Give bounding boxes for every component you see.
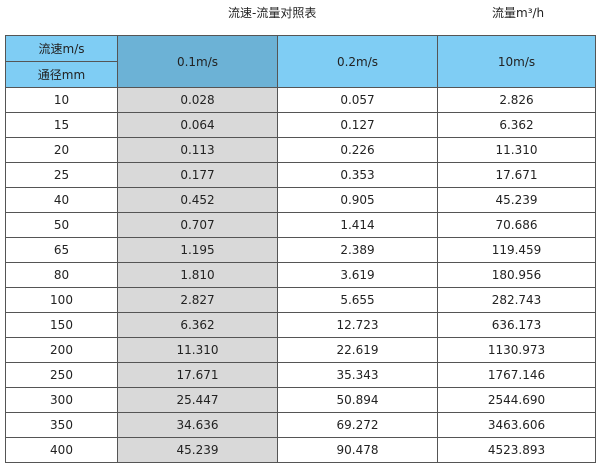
- column-header: 0.1m/s: [117, 35, 278, 88]
- diameter-cell: 200: [5, 337, 118, 363]
- flow-cell: 180.956: [437, 262, 596, 288]
- table-row: 15 0.064 0.127 6.362: [5, 112, 596, 138]
- table-title: 流速-流量对照表: [228, 6, 317, 20]
- flow-cell: 25.447: [117, 387, 278, 413]
- table-row: 40 0.452 0.905 45.239: [5, 187, 596, 213]
- flow-cell: 11.310: [117, 337, 278, 363]
- flow-cell: 0.113: [117, 137, 278, 163]
- flow-cell: 6.362: [117, 312, 278, 338]
- flow-cell: 4523.893: [437, 437, 596, 463]
- flow-cell: 5.655: [277, 287, 438, 313]
- flow-cell: 2544.690: [437, 387, 596, 413]
- flow-cell: 45.239: [437, 187, 596, 213]
- flow-cell: 90.478: [277, 437, 438, 463]
- flow-cell: 0.064: [117, 112, 278, 138]
- flow-cell: 1.810: [117, 262, 278, 288]
- flow-cell: 17.671: [117, 362, 278, 388]
- flow-cell: 1.414: [277, 212, 438, 238]
- flow-cell: 50.894: [277, 387, 438, 413]
- flow-cell: 0.226: [277, 137, 438, 163]
- flow-cell: 0.028: [117, 87, 278, 113]
- speed-header: 流速m/s: [5, 35, 118, 62]
- flow-cell: 282.743: [437, 287, 596, 313]
- flow-cell: 12.723: [277, 312, 438, 338]
- table-row: 80 1.810 3.619 180.956: [5, 262, 596, 288]
- flow-cell: 1130.973: [437, 337, 596, 363]
- flow-cell: 69.272: [277, 412, 438, 438]
- flow-cell: 0.057: [277, 87, 438, 113]
- table-row: 100 2.827 5.655 282.743: [5, 287, 596, 313]
- diameter-cell: 250: [5, 362, 118, 388]
- flow-cell: 11.310: [437, 137, 596, 163]
- flow-cell: 45.239: [117, 437, 278, 463]
- diameter-cell: 350: [5, 412, 118, 438]
- flow-cell: 70.686: [437, 212, 596, 238]
- diameter-cell: 100: [5, 287, 118, 313]
- table-row: 25 0.177 0.353 17.671: [5, 162, 596, 188]
- flow-cell: 3463.606: [437, 412, 596, 438]
- diameter-cell: 300: [5, 387, 118, 413]
- flow-cell: 636.173: [437, 312, 596, 338]
- diameter-cell: 150: [5, 312, 118, 338]
- diameter-cell: 15: [5, 112, 118, 138]
- unit-label: 流量m³/h: [492, 6, 545, 20]
- flow-cell: 17.671: [437, 162, 596, 188]
- diameter-cell: 20: [5, 137, 118, 163]
- flow-cell: 0.905: [277, 187, 438, 213]
- table-row: 10 0.028 0.057 2.826: [5, 87, 596, 113]
- diameter-cell: 50: [5, 212, 118, 238]
- table-row: 400 45.239 90.478 4523.893: [5, 437, 596, 463]
- flow-cell: 34.636: [117, 412, 278, 438]
- flow-cell: 0.353: [277, 162, 438, 188]
- diameter-cell: 80: [5, 262, 118, 288]
- flow-cell: 35.343: [277, 362, 438, 388]
- flow-cell: 0.127: [277, 112, 438, 138]
- flow-cell: 3.619: [277, 262, 438, 288]
- diameter-header: 通径mm: [5, 61, 118, 88]
- flow-cell: 2.827: [117, 287, 278, 313]
- flow-cell: 22.619: [277, 337, 438, 363]
- diameter-cell: 65: [5, 237, 118, 263]
- flow-cell: 0.707: [117, 212, 278, 238]
- diameter-cell: 25: [5, 162, 118, 188]
- diameter-cell: 40: [5, 187, 118, 213]
- flow-cell: 1.195: [117, 237, 278, 263]
- table-row: 350 34.636 69.272 3463.606: [5, 412, 596, 438]
- table-row: 300 25.447 50.894 2544.690: [5, 387, 596, 413]
- flow-cell: 119.459: [437, 237, 596, 263]
- table-row: 20 0.113 0.226 11.310: [5, 137, 596, 163]
- table-row: 150 6.362 12.723 636.173: [5, 312, 596, 338]
- diameter-cell: 10: [5, 87, 118, 113]
- flow-cell: 0.452: [117, 187, 278, 213]
- table-row: 65 1.195 2.389 119.459: [5, 237, 596, 263]
- flow-cell: 2.389: [277, 237, 438, 263]
- column-header: 0.2m/s: [277, 35, 438, 88]
- flow-cell: 0.177: [117, 162, 278, 188]
- flow-cell: 6.362: [437, 112, 596, 138]
- column-header: 10m/s: [437, 35, 596, 88]
- table-row: 50 0.707 1.414 70.686: [5, 212, 596, 238]
- flow-cell: 1767.146: [437, 362, 596, 388]
- flow-table: 流速m/s 0.1m/s 0.2m/s 10m/s 通径mm 10 0.028 0.…: [5, 35, 596, 463]
- table-row: 250 17.671 35.343 1767.146: [5, 362, 596, 388]
- flow-cell: 2.826: [437, 87, 596, 113]
- diameter-cell: 400: [5, 437, 118, 463]
- table-row: 200 11.310 22.619 1130.973: [5, 337, 596, 363]
